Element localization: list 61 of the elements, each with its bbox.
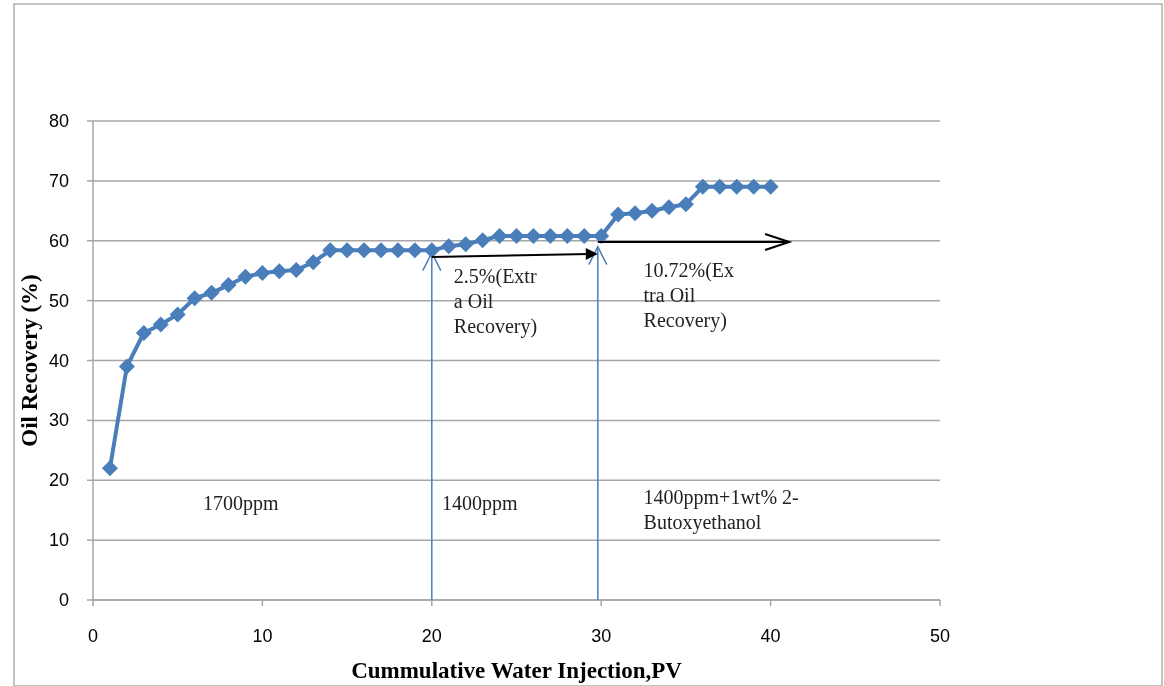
point [372, 242, 389, 259]
point [389, 242, 406, 259]
point [525, 227, 542, 244]
annotation: 1400ppm [441, 492, 518, 516]
point [169, 306, 186, 323]
point [220, 277, 237, 294]
point [508, 227, 525, 244]
point [237, 268, 254, 285]
y-tick-label: 50 [48, 290, 69, 311]
point [593, 227, 610, 244]
point [254, 265, 271, 282]
y-tick-label: 40 [48, 350, 69, 371]
point [203, 284, 220, 301]
point [288, 262, 305, 279]
point [101, 460, 118, 477]
y-tick-label: 60 [48, 230, 69, 251]
x-axis-title: Cummulative Water Injection,PV [351, 658, 683, 683]
point [610, 206, 627, 223]
point [542, 227, 559, 244]
point [627, 205, 644, 222]
point [491, 227, 508, 244]
point [305, 254, 322, 271]
point [135, 324, 152, 341]
annotation: 1400ppm+1wt% 2- Butoxyethanol [643, 486, 799, 535]
y-tick-label: 10 [48, 530, 69, 551]
point [186, 290, 203, 307]
point [118, 358, 135, 375]
point [644, 202, 661, 219]
point [322, 242, 339, 259]
point [694, 178, 711, 195]
point [745, 178, 762, 195]
point [406, 242, 423, 259]
point [576, 227, 593, 244]
x-tick-label: 50 [929, 626, 951, 646]
x-tick-label: 10 [252, 626, 273, 646]
point [559, 227, 576, 244]
x-tick-label: 30 [591, 626, 612, 646]
point [152, 316, 169, 333]
x-tick-label: 20 [421, 626, 442, 646]
annotation: 2.5%(Extr a Oil Recovery) [453, 264, 538, 338]
y-axis-title: Oil Recovery (%) [17, 274, 42, 447]
x-tick-label: 0 [87, 626, 99, 646]
point [711, 178, 728, 195]
point [728, 178, 745, 195]
point [440, 238, 457, 255]
y-tick-label: 0 [58, 590, 69, 610]
y-tick-label: 70 [48, 170, 69, 191]
point [356, 242, 373, 259]
annotation: 1700ppm [203, 492, 280, 516]
point [677, 196, 694, 213]
point [339, 242, 356, 259]
annotation: 10.72%(Ex tra Oil Recovery) [643, 258, 735, 332]
y-tick-label: 30 [48, 410, 69, 431]
point [457, 236, 474, 253]
point [762, 178, 779, 195]
point [474, 232, 491, 249]
y-tick-label: 20 [48, 470, 69, 491]
point [660, 199, 677, 216]
x-tick-label: 40 [760, 626, 781, 646]
y-tick-label: 80 [48, 111, 69, 131]
point [271, 263, 288, 280]
